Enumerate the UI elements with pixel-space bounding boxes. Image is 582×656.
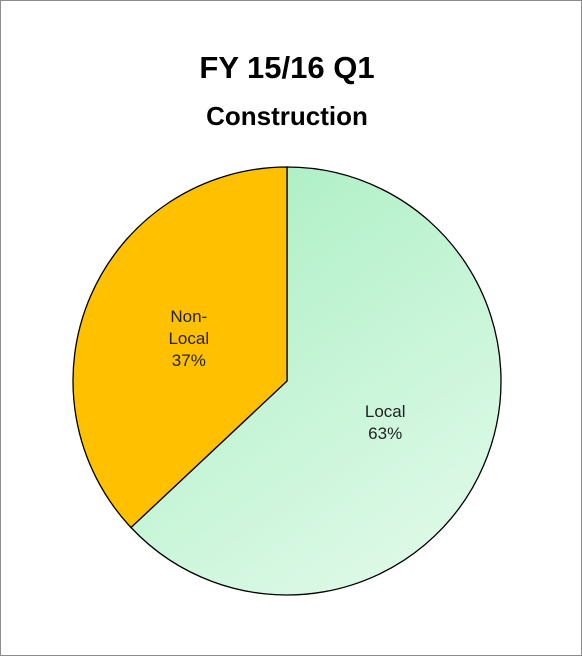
pie-slice bbox=[72, 166, 288, 529]
slice-category: Non-Local bbox=[168, 306, 210, 348]
slice-value: 63% bbox=[368, 424, 403, 444]
chart-title: FY 15/16 Q1 bbox=[199, 50, 374, 85]
slice-label-box: Non-Local 37% bbox=[129, 294, 249, 384]
pie-slice bbox=[130, 166, 502, 596]
slice-category: Local bbox=[364, 402, 406, 422]
chart-subtitle: Construction bbox=[206, 101, 368, 131]
slice-value: 37% bbox=[171, 350, 206, 370]
slice-label-box: Local 63% bbox=[325, 378, 445, 468]
